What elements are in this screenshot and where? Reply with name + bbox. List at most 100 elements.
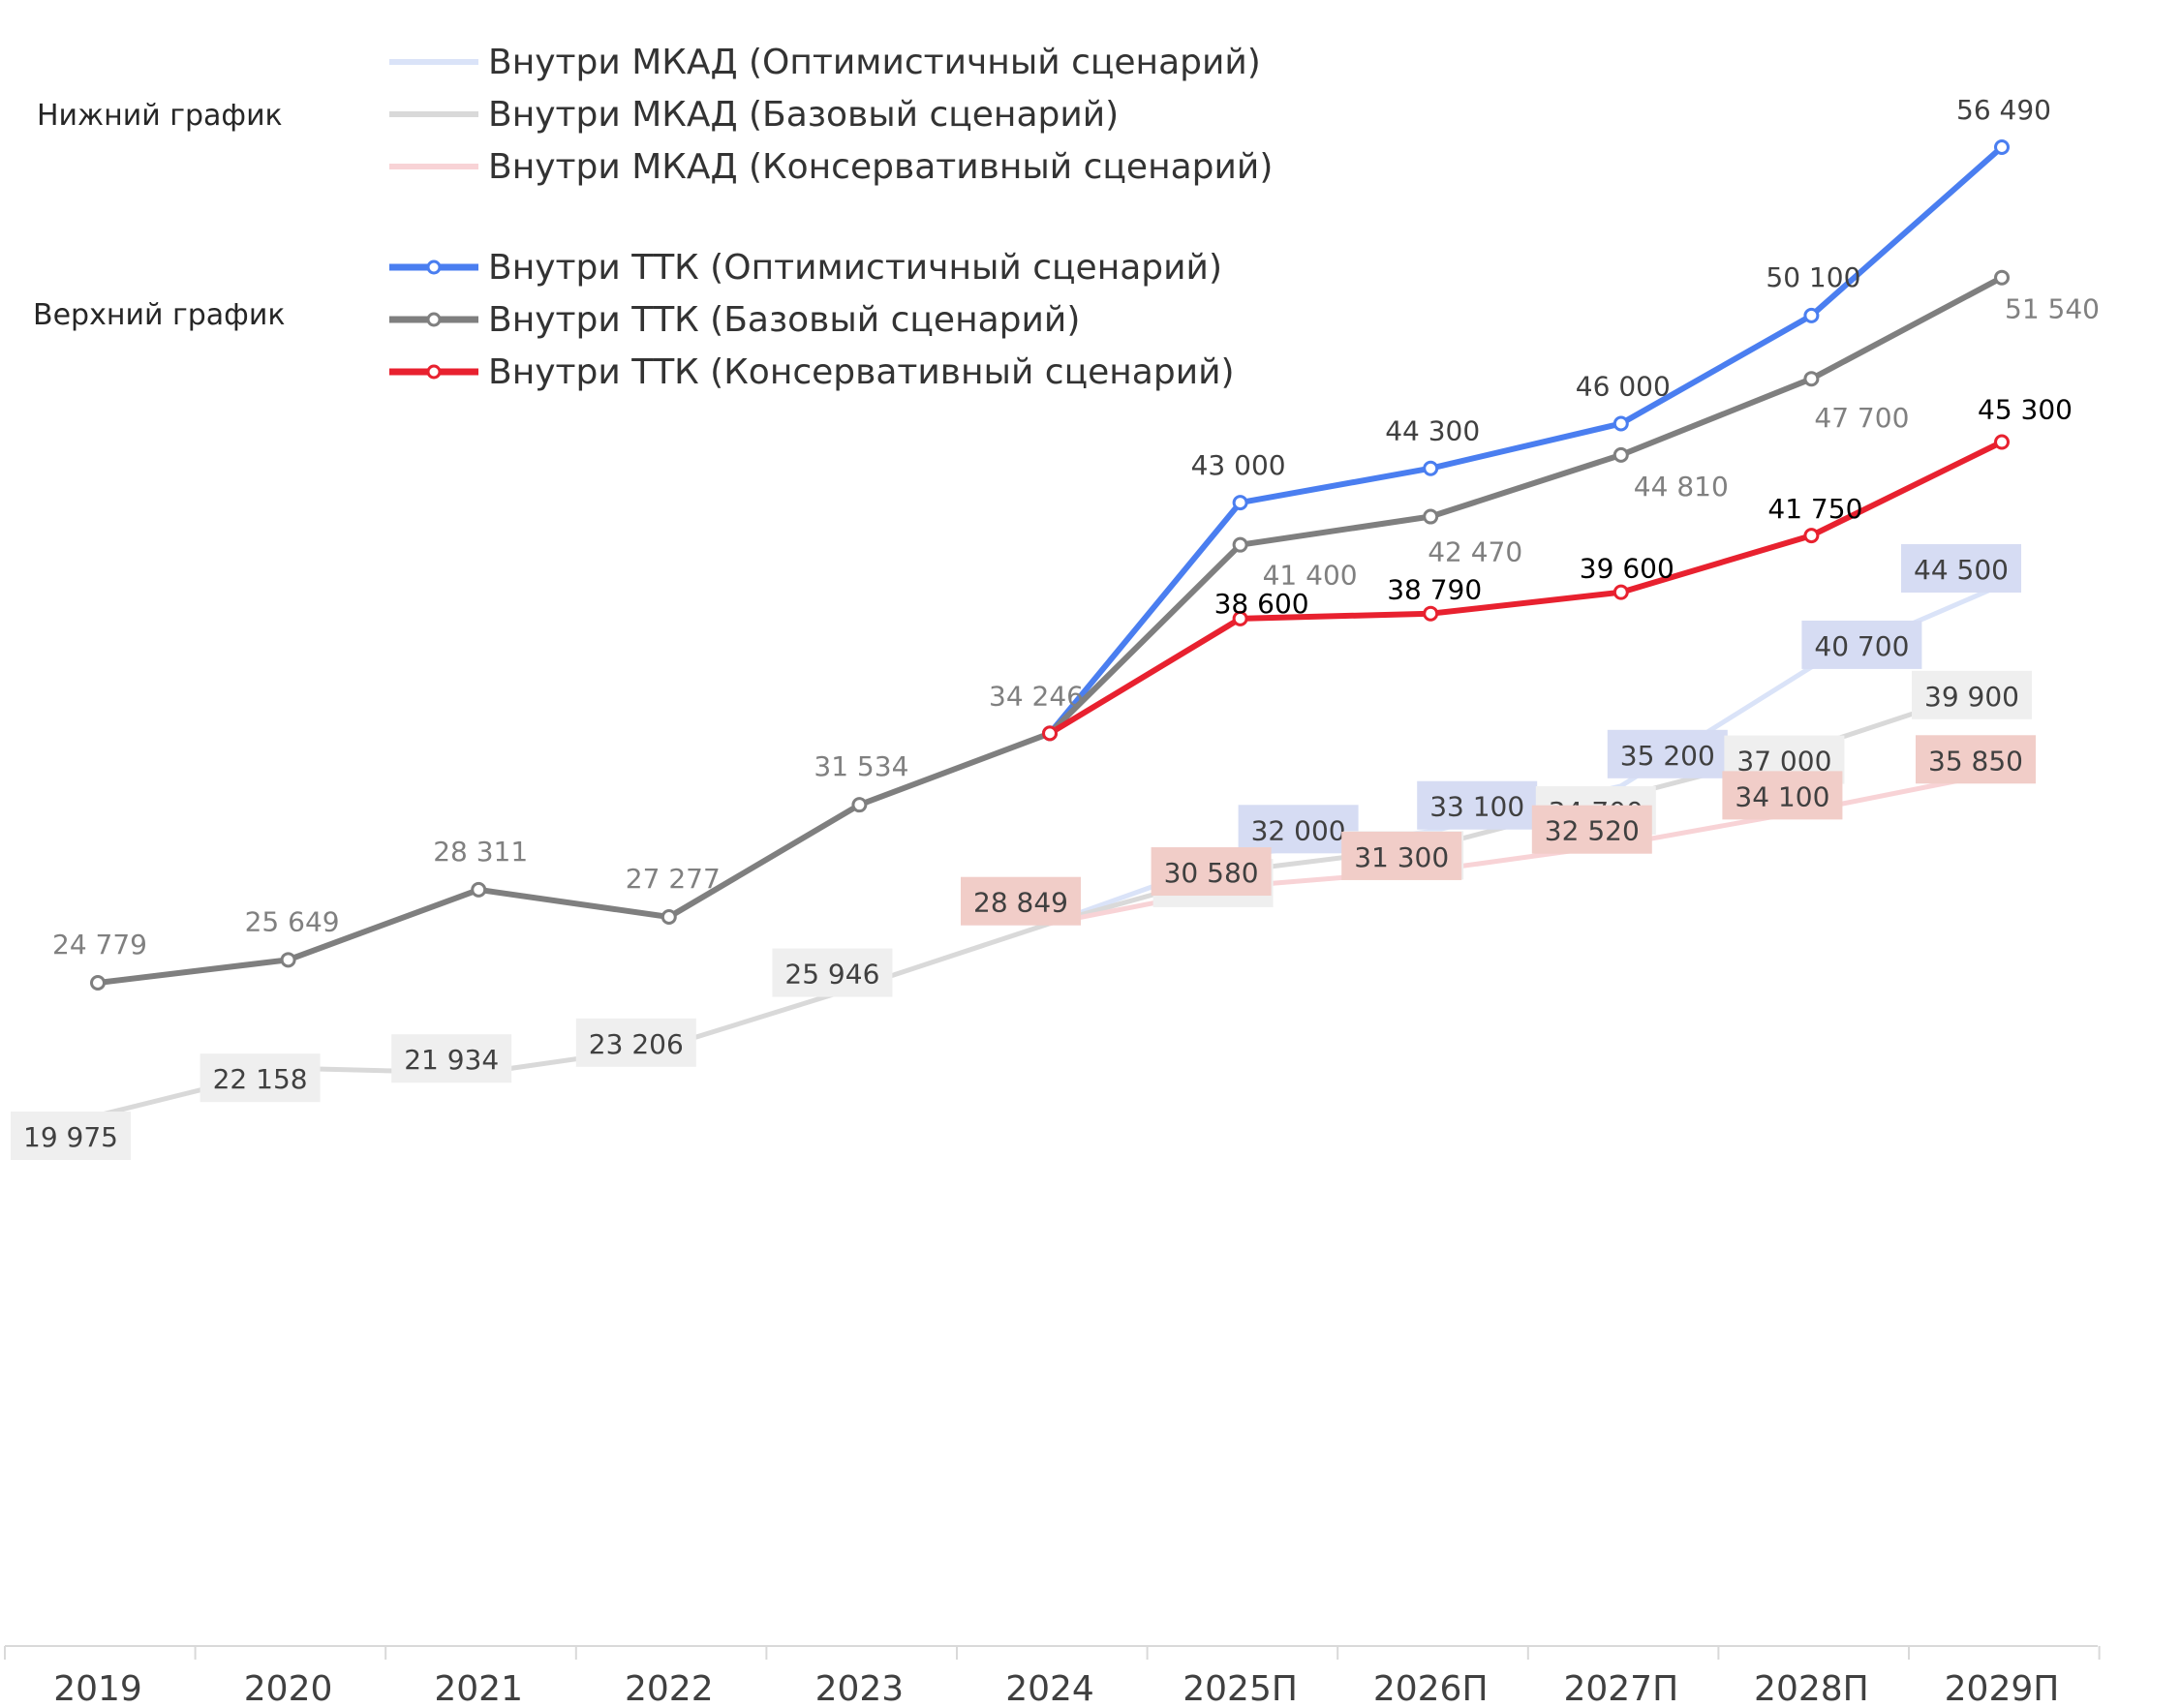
data-label-ttk_base: 27 277 — [626, 863, 721, 895]
x-tick-label: 2023 — [815, 1669, 905, 1708]
data-label-ttk_base: 41 400 — [1263, 560, 1358, 592]
data-labels: 32 000 33 100 35 200 40 700 44 500 19 975 22 1… — [11, 94, 2100, 1160]
side-label-upper: Верхний график — [33, 298, 286, 332]
series-markers — [90, 139, 2010, 991]
legend-swatch — [389, 312, 478, 327]
x-tick-label: 2022 — [625, 1669, 714, 1708]
data-label-mkad_cons: 34 100 — [1735, 780, 1829, 812]
data-label-mkad_base: 19 975 — [23, 1121, 118, 1153]
data-label-mkad_cons: 35 850 — [1928, 745, 2023, 777]
data-point-ttk_cons — [1042, 725, 1058, 742]
data-label-bg-mkad_cons — [1916, 735, 2036, 784]
legend-swatch — [389, 364, 478, 380]
data-label-mkad_cons: 28 849 — [973, 887, 1068, 919]
data-point-ttk_opt — [1803, 307, 1820, 323]
data-label-ttk_opt: 46 000 — [1576, 370, 1671, 402]
data-label-ttk_base: 25 649 — [245, 905, 340, 937]
data-point-ttk_base — [660, 909, 677, 926]
data-point-ttk_cons — [1994, 434, 2010, 450]
data-label-mkad_opt: 32 000 — [1251, 814, 1346, 846]
data-label-mkad_base: 39 900 — [1924, 681, 2019, 713]
data-label-ttk_base: 47 700 — [1814, 402, 1909, 434]
data-point-ttk_base — [1613, 446, 1629, 463]
legend-label: Внутри ТТК (Консервативный сценарий) — [488, 351, 1235, 392]
data-label-ttk_opt: 56 490 — [1956, 94, 2051, 126]
data-label-mkad_base: 23 206 — [589, 1028, 684, 1060]
data-label-mkad_base: 22 158 — [213, 1063, 308, 1095]
data-label-mkad_base: 21 934 — [404, 1044, 499, 1076]
data-label-bg-mkad_cons — [1722, 771, 1843, 820]
legend-item-mkad-cons: Внутри МКАД (Консервативный сценарий) — [385, 145, 1273, 188]
data-point-ttk_base — [1232, 536, 1248, 553]
data-point-ttk_opt — [1232, 495, 1248, 511]
data-label-mkad_cons: 32 520 — [1545, 815, 1640, 847]
legend-swatch — [389, 111, 478, 117]
data-point-ttk_base — [280, 952, 296, 968]
legend-label: Внутри МКАД (Консервативный сценарий) — [488, 146, 1274, 187]
data-point-ttk_cons — [1803, 528, 1820, 544]
data-label-ttk_base: 24 779 — [52, 929, 147, 961]
data-point-ttk_base — [851, 797, 868, 813]
data-label-bg-mkad_opt — [1801, 620, 1922, 669]
data-label-ttk_cons: 38 790 — [1387, 574, 1482, 606]
data-label-mkad_cons: 30 580 — [1164, 857, 1259, 889]
series-line-ttk_cons — [1047, 439, 2005, 737]
data-point-ttk_opt — [1994, 139, 2010, 155]
legend-item-ttk-opt: Внутри ТТК (Оптимистичный сценарий) — [385, 246, 1222, 289]
data-label-ttk_cons: 41 750 — [1767, 493, 1862, 525]
legend-label: Внутри ТТК (Оптимистичный сценарий) — [488, 247, 1222, 288]
data-label-ttk_opt: 50 100 — [1766, 261, 1860, 293]
data-label-bg-mkad_cons — [1531, 805, 1652, 854]
data-label-bg-mkad_base — [11, 1112, 131, 1160]
data-label-ttk_base: 34 246 — [989, 680, 1084, 712]
data-label-bg-mkad_opt — [1417, 780, 1538, 830]
data-label-mkad_base: 25 946 — [784, 959, 879, 991]
data-label-bg-mkad_base — [575, 1018, 696, 1067]
data-label-ttk_cons: 39 600 — [1580, 553, 1674, 585]
series-line-ttk_opt — [1047, 144, 2005, 737]
data-label-mkad_opt: 44 500 — [1914, 554, 2009, 586]
data-label-ttk_base: 31 534 — [814, 750, 908, 782]
x-tick-label: 2021 — [434, 1669, 523, 1708]
data-point-ttk_cons — [1423, 605, 1439, 622]
data-label-bg-mkad_opt — [1607, 729, 1728, 778]
data-point-ttk_opt — [1423, 460, 1439, 476]
x-tick-label: 2028П — [1754, 1669, 1869, 1708]
data-point-ttk_cons — [1613, 584, 1629, 600]
data-label-bg-mkad_cons — [961, 876, 1081, 926]
data-point-ttk_base — [1803, 371, 1820, 387]
series-lines — [95, 144, 2005, 1118]
x-tick-label: 2027П — [1563, 1669, 1678, 1708]
x-axis: 2019 2020 2021 2022 2023 2024 2025П 2026П 2027П 2… — [4, 1645, 2101, 1708]
data-label-bg-mkad_cons — [1341, 831, 1462, 880]
data-label-bg-mkad_base — [1912, 670, 2032, 719]
data-point-ttk_base — [1423, 508, 1439, 525]
data-label-ttk_cons: 38 600 — [1214, 588, 1309, 620]
x-tick-label: 2024 — [1005, 1669, 1094, 1708]
data-label-mkad_opt: 33 100 — [1429, 791, 1524, 823]
legend-label: Внутри МКАД (Оптимистичный сценарий) — [488, 42, 1261, 82]
legend-label: Внутри МКАД (Базовый сценарий) — [488, 94, 1120, 135]
data-label-ttk_opt: 44 300 — [1385, 415, 1480, 447]
data-label-bg-mkad_base — [772, 948, 893, 997]
data-point-ttk_cons — [1232, 610, 1248, 626]
legend-swatch — [389, 259, 478, 275]
data-label-ttk_cons: 45 300 — [1978, 394, 2073, 426]
data-label-mkad_cons: 31 300 — [1354, 841, 1449, 873]
legend-item-mkad-base: Внутри МКАД (Базовый сценарий) — [385, 93, 1119, 136]
data-label-ttk_base: 51 540 — [2005, 293, 2100, 325]
legend-swatch — [389, 164, 478, 169]
data-label-ttk_base: 42 470 — [1428, 536, 1522, 568]
legend-item-ttk-cons: Внутри ТТК (Консервативный сценарий) — [385, 351, 1235, 393]
data-point-ttk_base — [90, 975, 106, 991]
legend-swatch — [389, 59, 478, 65]
x-tick-label: 2025П — [1183, 1669, 1298, 1708]
data-point-ttk_base — [471, 881, 487, 898]
x-tick-label: 2029П — [1945, 1669, 2060, 1708]
data-label-bg-mkad_opt — [1238, 805, 1359, 854]
legend-item-mkad-opt: Внутри МКАД (Оптимистичный сценарий) — [385, 41, 1261, 83]
data-label-mkad_opt: 40 700 — [1814, 630, 1909, 662]
data-label-bg-mkad_opt — [1901, 544, 2021, 593]
data-label-bg-mkad_base — [391, 1034, 512, 1083]
x-tick-label: 2026П — [1373, 1669, 1489, 1708]
